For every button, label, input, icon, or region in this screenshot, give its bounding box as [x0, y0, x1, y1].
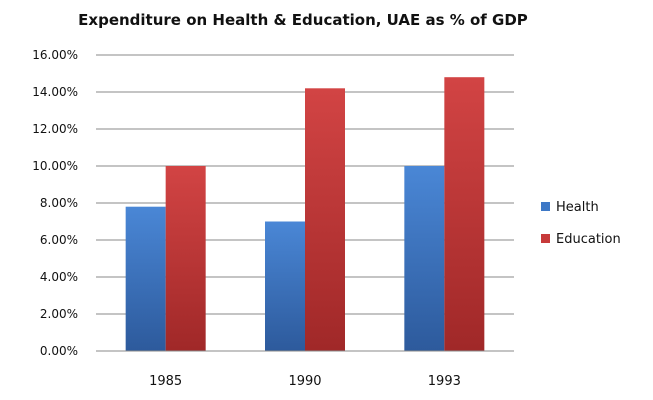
bar-education-1990 [305, 88, 345, 352]
bar-health-1993 [404, 166, 445, 351]
legend-swatch-health [541, 202, 550, 211]
y-tick-label: 16.00% [32, 48, 78, 62]
y-tick-label: 4.00% [40, 270, 78, 284]
y-tick-label: 12.00% [32, 122, 78, 136]
x-category-label: 1985 [149, 374, 182, 389]
bar-health-1990 [265, 221, 305, 351]
y-tick-label: 6.00% [40, 233, 78, 247]
y-tick-label: 14.00% [32, 85, 78, 99]
y-tick-label: 2.00% [40, 307, 78, 321]
y-axis-ticks: 0.00% 2.00% 4.00% 6.00% 8.00% 10.00% 12.00% 14.… [32, 48, 78, 358]
y-tick-label: 0.00% [40, 344, 78, 358]
bar-education-1993 [444, 77, 485, 351]
legend-label: Education [556, 232, 621, 247]
legend-label: Health [556, 200, 599, 215]
chart-title: Expenditure on Health & Education, UAE a… [78, 11, 528, 29]
y-tick-label: 10.00% [32, 159, 78, 173]
y-tick-label: 8.00% [40, 196, 78, 210]
x-axis-categories: 1985 1990 1993 [149, 374, 461, 389]
legend-swatch-education [541, 234, 550, 243]
x-category-label: 1990 [288, 374, 321, 389]
bars [125, 77, 485, 352]
legend: Health Education [541, 200, 621, 247]
bar-health-1985 [125, 206, 166, 351]
x-category-label: 1993 [428, 374, 461, 389]
bar-education-1985 [165, 166, 206, 351]
